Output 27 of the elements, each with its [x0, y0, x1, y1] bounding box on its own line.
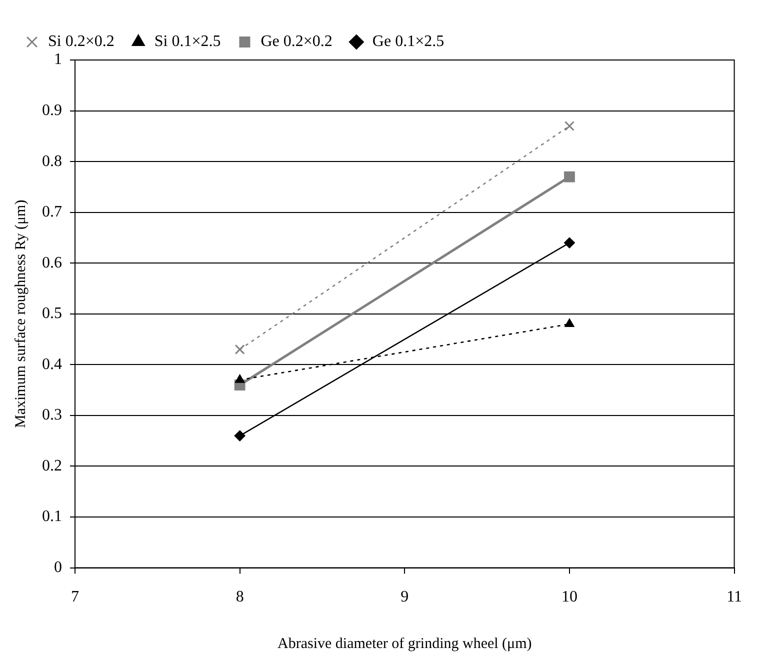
point — [564, 121, 574, 132]
point — [564, 237, 575, 248]
y-tick-label: 0.1 — [42, 508, 62, 526]
y-tick-label: 0.2 — [42, 457, 62, 474]
point — [234, 344, 245, 354]
point — [564, 171, 575, 182]
y-tick-label: 1 — [54, 51, 62, 68]
x-tick-label: 11 — [726, 588, 742, 606]
y-tick-label: 0 — [54, 559, 62, 576]
legend-label: Ge 0.1×2.5 — [372, 33, 444, 50]
y-tick-label: 0.3 — [42, 406, 62, 424]
y-tick-label: 0.6 — [42, 254, 62, 272]
legend-label: Si 0.2×0.2 — [48, 33, 114, 50]
x-tick-label: 10 — [561, 588, 578, 606]
y-axis-title: Maximum surface roughness Ry (μm) — [12, 200, 29, 428]
point — [234, 430, 246, 442]
legend-label: Si 0.1×2.5 — [154, 33, 221, 50]
x-axis-title: Abrasive diameter of grinding wheel (μm) — [278, 636, 532, 652]
x-tick-label: 8 — [236, 588, 244, 606]
y-tick-label: 0.8 — [42, 152, 62, 170]
legend-label: Ge 0.2×0.2 — [260, 33, 332, 50]
x-tick-label: 9 — [400, 588, 409, 606]
x-tick-label: 7 — [71, 588, 79, 606]
y-tick-label: 0.4 — [42, 356, 62, 373]
y-tick-label: 0.7 — [42, 204, 62, 221]
y-tick-label: 0.9 — [42, 102, 62, 119]
y-tick-label: 0.5 — [42, 305, 62, 322]
